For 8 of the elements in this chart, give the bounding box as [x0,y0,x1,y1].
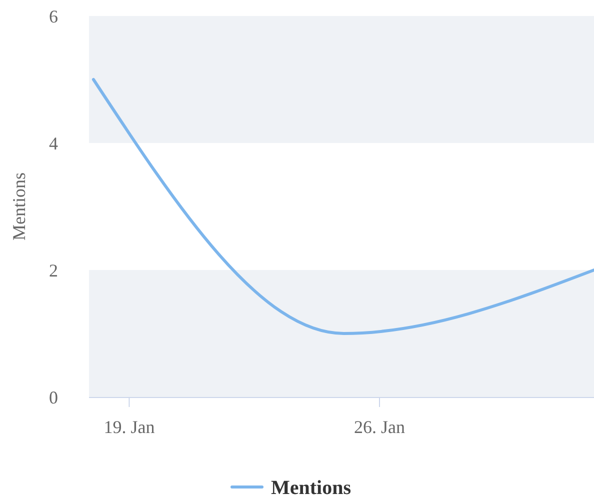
x-tick-label: 19. Jan [104,417,155,437]
legend-label: Mentions [271,477,352,499]
y-tick-label: 0 [49,387,58,408]
y-tick-label: 4 [49,133,58,154]
y-tick-label: 2 [49,260,58,280]
y-axis-title: Mentions [9,172,29,241]
x-tick-label: 26. Jan [354,417,405,437]
y-tick-label: 6 [49,6,58,26]
